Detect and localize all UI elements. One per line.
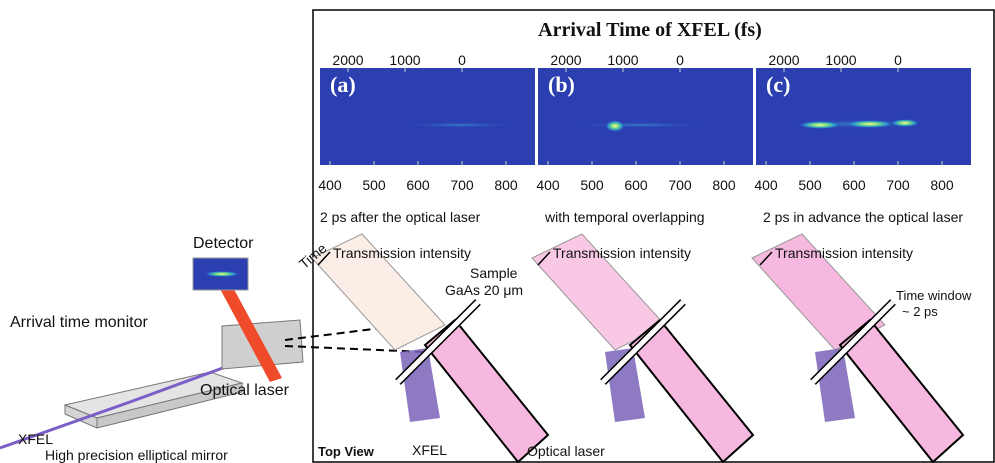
tick-label: 0 — [458, 52, 466, 68]
label: GaAs 20 μm — [445, 282, 523, 298]
tick-label: 500 — [580, 177, 604, 193]
tick-label: 800 — [930, 177, 954, 193]
tick-label: 400 — [318, 177, 342, 193]
signal — [400, 122, 520, 128]
label: ~ 2 ps — [902, 304, 938, 319]
label: Arrival time monitor — [10, 314, 148, 331]
tick-label: 400 — [536, 177, 560, 193]
label: Transmission intensity — [553, 245, 691, 261]
tick-label: 500 — [362, 177, 386, 193]
tick-label: 600 — [624, 177, 648, 193]
title: Arrival Time of XFEL (fs) — [538, 19, 762, 41]
panel-label: (b) — [548, 72, 575, 97]
tick-label: 600 — [842, 177, 866, 193]
tick-label: 0 — [894, 52, 902, 68]
label: Time window — [896, 288, 972, 303]
signal — [798, 121, 842, 129]
signal — [570, 122, 710, 128]
label: Sample — [470, 265, 518, 281]
caption: with temporal overlapping — [544, 209, 705, 225]
caption: 2 ps after the optical laser — [320, 209, 481, 225]
tick-label: 700 — [450, 177, 474, 193]
signal — [605, 120, 625, 132]
tick-label: 700 — [668, 177, 692, 193]
tick-label: 700 — [886, 177, 910, 193]
tick-label: 0 — [676, 52, 684, 68]
label: Transmission intensity — [333, 245, 471, 261]
tick-label: 800 — [712, 177, 736, 193]
label: Transmission intensity — [775, 245, 913, 261]
signal — [890, 119, 920, 127]
panels: (a) 2000 1000 0 400 500 600 700 800 2 ps after th… — [312, 52, 971, 462]
tick-label: 2000 — [550, 52, 581, 68]
figure: Detector Arrival time monitor Optical la… — [0, 0, 995, 463]
label: Top View — [318, 444, 375, 459]
tick-label: 400 — [754, 177, 778, 193]
tick-label: 1000 — [607, 52, 638, 68]
tick-label: 2000 — [768, 52, 799, 68]
label: Optical laser — [200, 382, 290, 399]
panel-label: (a) — [330, 72, 356, 97]
label: XFEL — [412, 442, 447, 458]
panel-label: (c) — [766, 72, 790, 97]
tick-label: 800 — [494, 177, 518, 193]
label: Detector — [193, 235, 254, 252]
tick-label: 1000 — [825, 52, 856, 68]
signal — [845, 120, 895, 128]
label: High precision elliptical mirror — [45, 447, 228, 463]
tick-label: 600 — [406, 177, 430, 193]
label: Optical laser — [527, 443, 605, 459]
caption: 2 ps in advance the optical laser — [763, 209, 963, 225]
tick-label: 2000 — [332, 52, 363, 68]
tick-label: 500 — [798, 177, 822, 193]
label: XFEL — [18, 431, 53, 447]
tick-label: 1000 — [389, 52, 420, 68]
